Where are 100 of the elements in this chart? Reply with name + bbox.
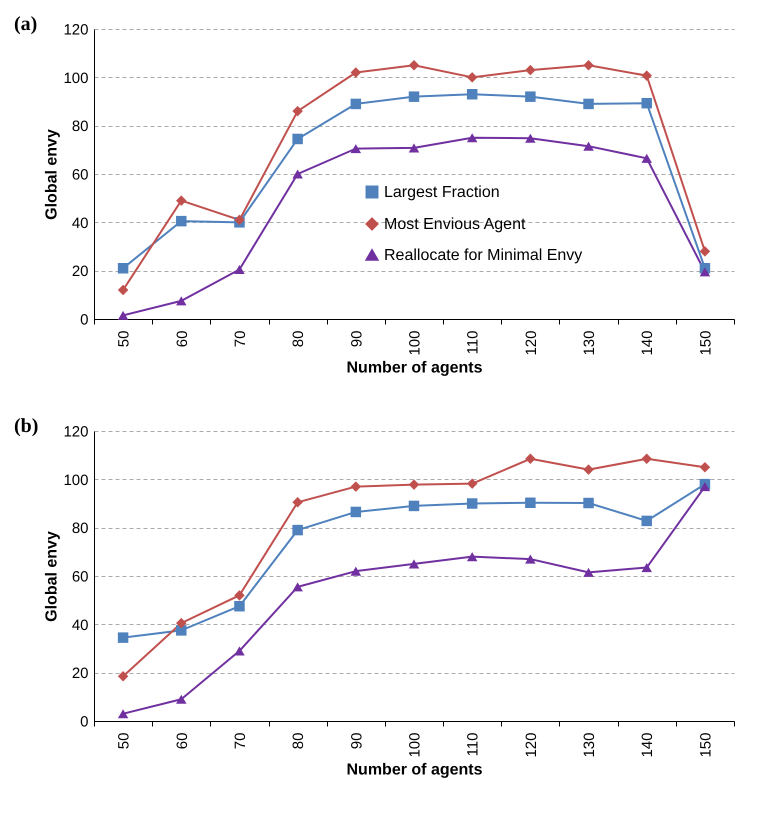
- point: [466, 133, 478, 142]
- point: [350, 506, 362, 518]
- point: [525, 134, 536, 143]
- point: [292, 497, 303, 508]
- y-tick-label: 20: [72, 665, 88, 682]
- x-tick-label: 130: [581, 330, 598, 356]
- x-axis-title: Number of agents: [346, 360, 483, 377]
- x-tick-label: 120: [522, 330, 540, 356]
- x-tick-label: 80: [290, 330, 308, 348]
- point: [408, 559, 420, 568]
- y-axis-title: Global envy: [43, 129, 60, 220]
- point: [408, 91, 420, 102]
- y-tick-label: 20: [72, 263, 88, 280]
- x-tick-label: 100: [406, 330, 424, 356]
- point: [583, 498, 594, 508]
- x-tick-label: 140: [639, 732, 656, 758]
- point: [118, 632, 128, 643]
- y-tick-label: 40: [72, 214, 88, 232]
- point: [466, 498, 478, 509]
- point: [466, 478, 478, 489]
- point: [525, 91, 536, 102]
- point: [350, 566, 362, 576]
- x-tick-label: 50: [116, 732, 133, 750]
- point: [292, 524, 303, 536]
- point: [525, 64, 536, 76]
- point: [176, 195, 187, 206]
- y-tick-label: 80: [72, 520, 88, 538]
- point: [118, 709, 128, 718]
- point: [234, 264, 245, 274]
- point: [466, 552, 478, 562]
- y-tick-label: 100: [63, 70, 88, 87]
- y-tick-label: 80: [72, 118, 88, 136]
- x-axis-title: Number of agents: [346, 762, 483, 779]
- point: [700, 482, 710, 492]
- point: [700, 267, 710, 276]
- x-tick-label: 150: [697, 330, 714, 356]
- point: [118, 310, 128, 320]
- point: [234, 600, 245, 612]
- point: [350, 67, 362, 78]
- y-tick-label: 120: [63, 424, 88, 440]
- x-tick-label: 90: [348, 732, 366, 750]
- x-tick-label: 80: [290, 732, 308, 750]
- point: [350, 481, 362, 492]
- y-axis-title: Global envy: [43, 531, 60, 622]
- point: [583, 568, 594, 577]
- y-tick-label: 40: [72, 616, 88, 634]
- point: [641, 154, 652, 163]
- legend-label: Reallocate for Minimal Envy: [384, 247, 582, 264]
- x-tick-label: 110: [464, 330, 482, 354]
- point: [641, 516, 652, 526]
- point: [350, 98, 362, 110]
- legend-label: Most Envious Agent: [384, 216, 526, 233]
- point: [641, 563, 652, 572]
- point: [466, 72, 478, 83]
- point: [292, 582, 303, 592]
- x-tick-label: 60: [174, 732, 191, 750]
- point: [583, 98, 594, 110]
- y-tick-label: 0: [80, 312, 88, 328]
- point: [700, 462, 710, 472]
- point: [525, 554, 536, 564]
- point: [408, 479, 420, 490]
- y-tick-label: 0: [80, 714, 88, 730]
- x-tick-label: 110: [464, 732, 482, 756]
- point: [118, 284, 128, 296]
- x-tick-label: 70: [232, 732, 249, 750]
- point: [700, 246, 710, 257]
- point: [176, 618, 187, 628]
- x-tick-label: 60: [174, 330, 191, 348]
- point: [292, 169, 303, 179]
- y-tick-label: 60: [72, 166, 88, 184]
- point: [408, 60, 420, 70]
- point: [292, 134, 303, 144]
- point: [350, 144, 362, 154]
- point: [234, 214, 245, 226]
- point: [176, 296, 187, 306]
- chart-title: (b): [14, 415, 38, 437]
- x-tick-label: 70: [232, 330, 249, 348]
- point: [641, 70, 652, 81]
- x-tick-label: 120: [522, 732, 540, 758]
- x-tick-label: 50: [116, 330, 133, 348]
- point: [118, 671, 128, 682]
- point: [583, 60, 594, 70]
- point: [583, 142, 594, 151]
- chart-title: (a): [14, 13, 38, 35]
- point: [234, 646, 245, 656]
- point: [525, 454, 536, 464]
- point: [641, 454, 652, 464]
- point: [408, 143, 420, 152]
- point: [292, 106, 303, 116]
- x-tick-label: 140: [639, 330, 656, 356]
- point: [408, 500, 420, 512]
- y-tick-label: 120: [63, 22, 88, 38]
- x-tick-label: 100: [406, 732, 424, 758]
- y-tick-label: 100: [63, 472, 88, 489]
- point: [118, 263, 128, 274]
- point: [641, 98, 652, 108]
- point: [176, 694, 187, 704]
- legend-label: Largest Fraction: [384, 184, 500, 201]
- x-tick-label: 150: [697, 732, 714, 758]
- point: [176, 216, 187, 226]
